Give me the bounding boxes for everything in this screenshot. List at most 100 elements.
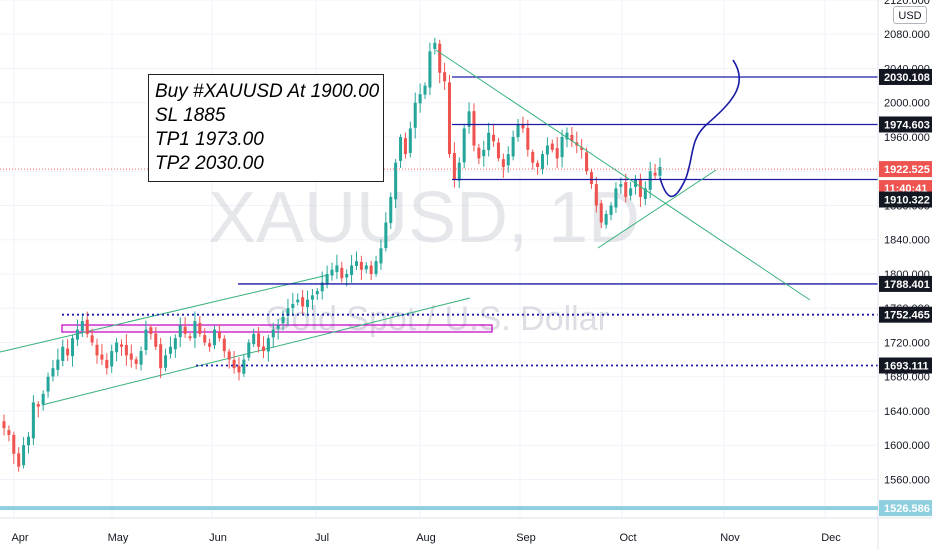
candle: [227, 348, 231, 369]
candle-body: [403, 138, 407, 155]
trade-note-box[interactable]: Buy #XAUUSD At 1900.00 SL 1885 TP1 1973.…: [148, 74, 384, 182]
note-line-entry: Buy #XAUUSD At 1900.00: [155, 81, 380, 102]
candle: [85, 311, 89, 338]
candle: [271, 322, 275, 348]
candle: [394, 159, 398, 209]
candle-body: [325, 273, 329, 285]
price-tag-1693-111-bg: [879, 357, 932, 374]
candle: [570, 126, 574, 148]
candle-body: [85, 319, 89, 334]
candle: [325, 265, 329, 289]
candle-body: [178, 325, 182, 338]
candle: [350, 255, 354, 283]
candle: [66, 339, 70, 361]
candle-body: [536, 162, 540, 167]
time-tick-label: Aug: [416, 532, 436, 544]
candle-body: [501, 159, 505, 167]
candle: [374, 255, 378, 277]
candle-body: [144, 329, 148, 351]
candle: [173, 334, 177, 358]
candle-body: [110, 351, 114, 367]
candle: [643, 181, 647, 206]
candle-body: [124, 344, 128, 356]
note-line-tp2: TP2 2030.00: [155, 153, 264, 174]
candle-body: [531, 151, 535, 163]
candle: [315, 288, 319, 300]
candle-body: [17, 453, 21, 467]
candle-body: [237, 365, 241, 373]
candle-body: [188, 336, 192, 339]
candle-body: [447, 82, 452, 155]
candle-body: [408, 128, 412, 153]
current-price-tag-text: 1922.525: [884, 164, 930, 176]
candle-body: [379, 248, 383, 264]
price-tag-2030-108-bg: [879, 68, 932, 85]
price-tick-label: 2120.000: [884, 0, 930, 7]
candle: [555, 136, 559, 169]
candle: [540, 150, 545, 175]
candle: [61, 339, 65, 367]
candle: [320, 271, 324, 300]
candle-body: [658, 166, 662, 176]
candle: [222, 335, 226, 358]
candle-body: [418, 94, 422, 104]
candle: [257, 327, 261, 353]
price-axis[interactable]: 2120.0002080.0002040.0002000.0001960.000…: [877, 0, 930, 550]
candle: [242, 353, 246, 377]
candle: [340, 261, 344, 283]
candle: [462, 124, 466, 169]
candle-body: [71, 338, 75, 357]
candle: [604, 210, 608, 229]
candle: [31, 395, 35, 446]
candle-body: [26, 436, 30, 446]
candle-body: [472, 111, 476, 146]
candle: [41, 390, 45, 411]
price-tag-1974-603: 1974.603: [879, 116, 932, 133]
watermark: XAUUSD, 1D Gold Spot / U.S. Dollar: [208, 178, 640, 338]
candle: [159, 337, 163, 379]
candle: [261, 336, 265, 359]
candle-body: [12, 434, 16, 454]
candle-body: [139, 351, 143, 365]
time-tick-label: Dec: [821, 532, 841, 544]
candle-body: [599, 203, 603, 223]
candle-body: [374, 261, 378, 274]
price-tag-1974-603-text: 1974.603: [884, 119, 930, 131]
candle-body: [364, 265, 368, 270]
drawings: [0, 49, 878, 367]
candle-body: [345, 273, 349, 278]
candle-body: [36, 404, 40, 407]
candle-body: [350, 265, 354, 275]
candle-body: [619, 184, 623, 187]
candle-body: [609, 205, 613, 215]
currency-badge[interactable]: USD: [893, 6, 927, 24]
candle: [609, 201, 613, 221]
candle-body: [629, 188, 633, 196]
channel-upper-line: [0, 274, 329, 353]
time-tick-label: Nov: [720, 532, 740, 544]
candle-body: [291, 303, 295, 308]
candle: [129, 344, 133, 368]
candle: [501, 153, 505, 178]
price-tag-1974-603-bg: [879, 116, 932, 133]
candle-body: [168, 346, 172, 354]
note-line-tp1: TP1 1973.00: [155, 129, 264, 150]
ascending-support-line: [597, 169, 717, 249]
candle-body: [203, 335, 207, 343]
candle: [296, 293, 300, 306]
candle-body: [462, 128, 466, 163]
candle-body: [585, 152, 589, 172]
candle-body: [315, 291, 319, 295]
candle-body: [2, 421, 6, 429]
candle: [408, 121, 412, 158]
candle-body: [95, 344, 99, 356]
bottom-level-tag: 1526.586: [879, 500, 932, 517]
candle: [56, 348, 60, 377]
candle-body: [555, 148, 559, 159]
candle-body: [648, 171, 652, 190]
time-axis[interactable]: Apr May Jun Jul Aug Sep Oct Nov Dec: [0, 517, 932, 544]
candle: [90, 328, 94, 346]
candle: [423, 82, 427, 100]
candle: [599, 199, 603, 229]
